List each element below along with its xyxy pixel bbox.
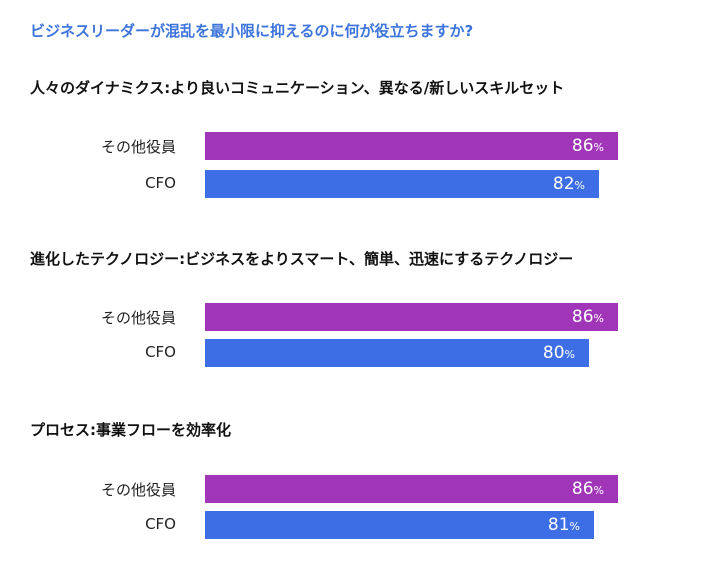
bar-value-unit: % [593, 311, 604, 325]
bar-label: その他役員 [100, 481, 176, 499]
bar-label: CFO [145, 515, 176, 533]
bar-value-label: 82% [552, 173, 585, 194]
bar-value-number: 86 [571, 306, 594, 327]
bar-value-unit: % [569, 519, 580, 533]
bar-value-number: 82 [552, 173, 575, 194]
bar-value-label: 86% [571, 135, 604, 156]
bar-value-unit: % [574, 178, 585, 192]
bar-group: 進化したテクノロジー:ビジネスをよりスマート、簡単、迅速にするテクノロジー その… [0, 248, 702, 378]
bar-value-label: 86% [571, 478, 604, 499]
bar-value-unit: % [593, 140, 604, 154]
bar-label: その他役員 [100, 138, 176, 156]
group-title: プロセス:事業フローを効率化 [30, 421, 231, 439]
group-title: 進化したテクノロジー:ビジネスをよりスマート、簡単、迅速にするテクノロジー [30, 250, 574, 268]
bar-label: CFO [145, 174, 176, 192]
bar-value-unit: % [593, 483, 604, 497]
bar: 86% [205, 303, 618, 331]
bar-row: CFO 81% [0, 511, 702, 539]
bar-value-number: 86 [571, 135, 594, 156]
bar-row: CFO 82% [0, 170, 702, 198]
bar: 86% [205, 132, 618, 160]
bar: 86% [205, 475, 618, 503]
bar: 81% [205, 511, 594, 539]
bar: 80% [205, 339, 589, 367]
bar: 82% [205, 170, 599, 198]
bar-value-number: 86 [571, 478, 594, 499]
bar-value-label: 86% [571, 306, 604, 327]
bar-group: 人々のダイナミクス:より良いコミュニケーション、異なる/新しいスキルセット その… [0, 77, 702, 207]
bar-value-number: 81 [547, 514, 570, 535]
bar-label: CFO [145, 343, 176, 361]
bar-row: その他役員 86% [0, 475, 702, 503]
bar-label: その他役員 [100, 309, 176, 327]
bar-value-number: 80 [542, 342, 565, 363]
group-title: 人々のダイナミクス:より良いコミュニケーション、異なる/新しいスキルセット [30, 79, 565, 97]
bar-value-unit: % [564, 347, 575, 361]
chart-title: ビジネスリーダーが混乱を最小限に抑えるのに何が役立ちますか? [30, 22, 474, 40]
bar-row: その他役員 86% [0, 303, 702, 331]
bar-row: CFO 80% [0, 339, 702, 367]
bar-value-label: 80% [542, 342, 575, 363]
bar-row: その他役員 86% [0, 132, 702, 160]
bar-value-label: 81% [547, 514, 580, 535]
bar-group: プロセス:事業フローを効率化 その他役員 86% CFO 81% [0, 419, 702, 549]
